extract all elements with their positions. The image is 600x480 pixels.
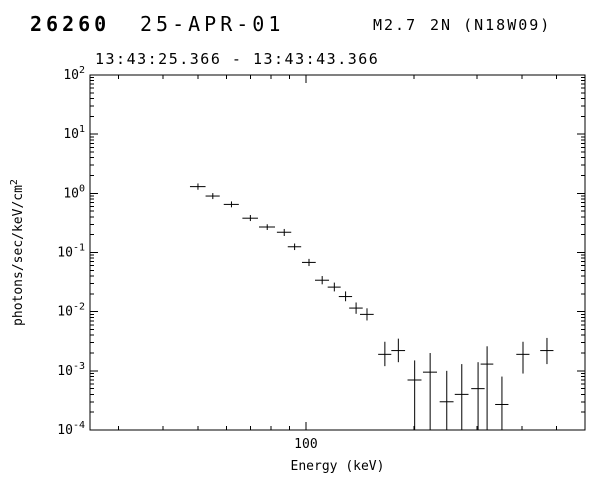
data-point [454,364,469,430]
svg-text:photons/sec/keV/cm2: photons/sec/keV/cm2 [9,179,26,326]
data-point [276,228,292,237]
goes-class: M2.7 [373,16,418,34]
data-point [407,360,422,430]
data-point [378,341,392,367]
svg-text:101: 101 [63,124,85,142]
svg-text:10-4: 10-4 [57,420,85,438]
svg-text:100: 100 [294,437,317,452]
data-point [422,353,438,430]
data-point [223,201,239,208]
svg-text:10-1: 10-1 [57,243,85,261]
data-point [480,346,494,430]
data-point [349,302,363,314]
data-point [327,282,341,292]
time-interval: 13:43:25.366 - 13:43:43.366 [95,50,380,68]
data-point [301,258,316,267]
data-point [516,341,530,374]
data-point [359,308,374,321]
svg-text:100: 100 [63,183,85,201]
data-point [495,376,509,430]
data-point [259,224,276,231]
axis-ticks [90,74,585,431]
svg-text:10-2: 10-2 [57,302,85,320]
svg-text:102: 102 [63,65,85,83]
data-point [242,215,258,222]
svg-text:10-3: 10-3 [57,361,85,379]
y-tick-labels: 102 101 100 10-1 10-2 10-3 10-4 [57,65,85,438]
svg-text:Energy (keV): Energy (keV) [291,459,385,474]
data-point [338,291,353,302]
data-point [314,276,330,285]
data-point [439,370,454,430]
axes-frame [89,74,586,431]
flare-number: 26260 [30,12,111,36]
data-point [189,183,206,190]
plot-header: 26260 25-APR-01 M2.7 2N (N18W09) [0,12,600,40]
data-point [287,243,302,251]
data-point [205,193,220,200]
data-points [189,183,554,430]
flare-position: 2N (N18W09) [430,16,552,34]
x-tick-labels: 100 [294,437,317,452]
data-point [471,362,485,430]
data-point [540,337,554,365]
flare-date: 25-APR-01 [140,12,285,36]
axis-titles: Energy (keV) photons/sec/keV/cm2 [9,179,384,474]
data-point [391,338,406,363]
